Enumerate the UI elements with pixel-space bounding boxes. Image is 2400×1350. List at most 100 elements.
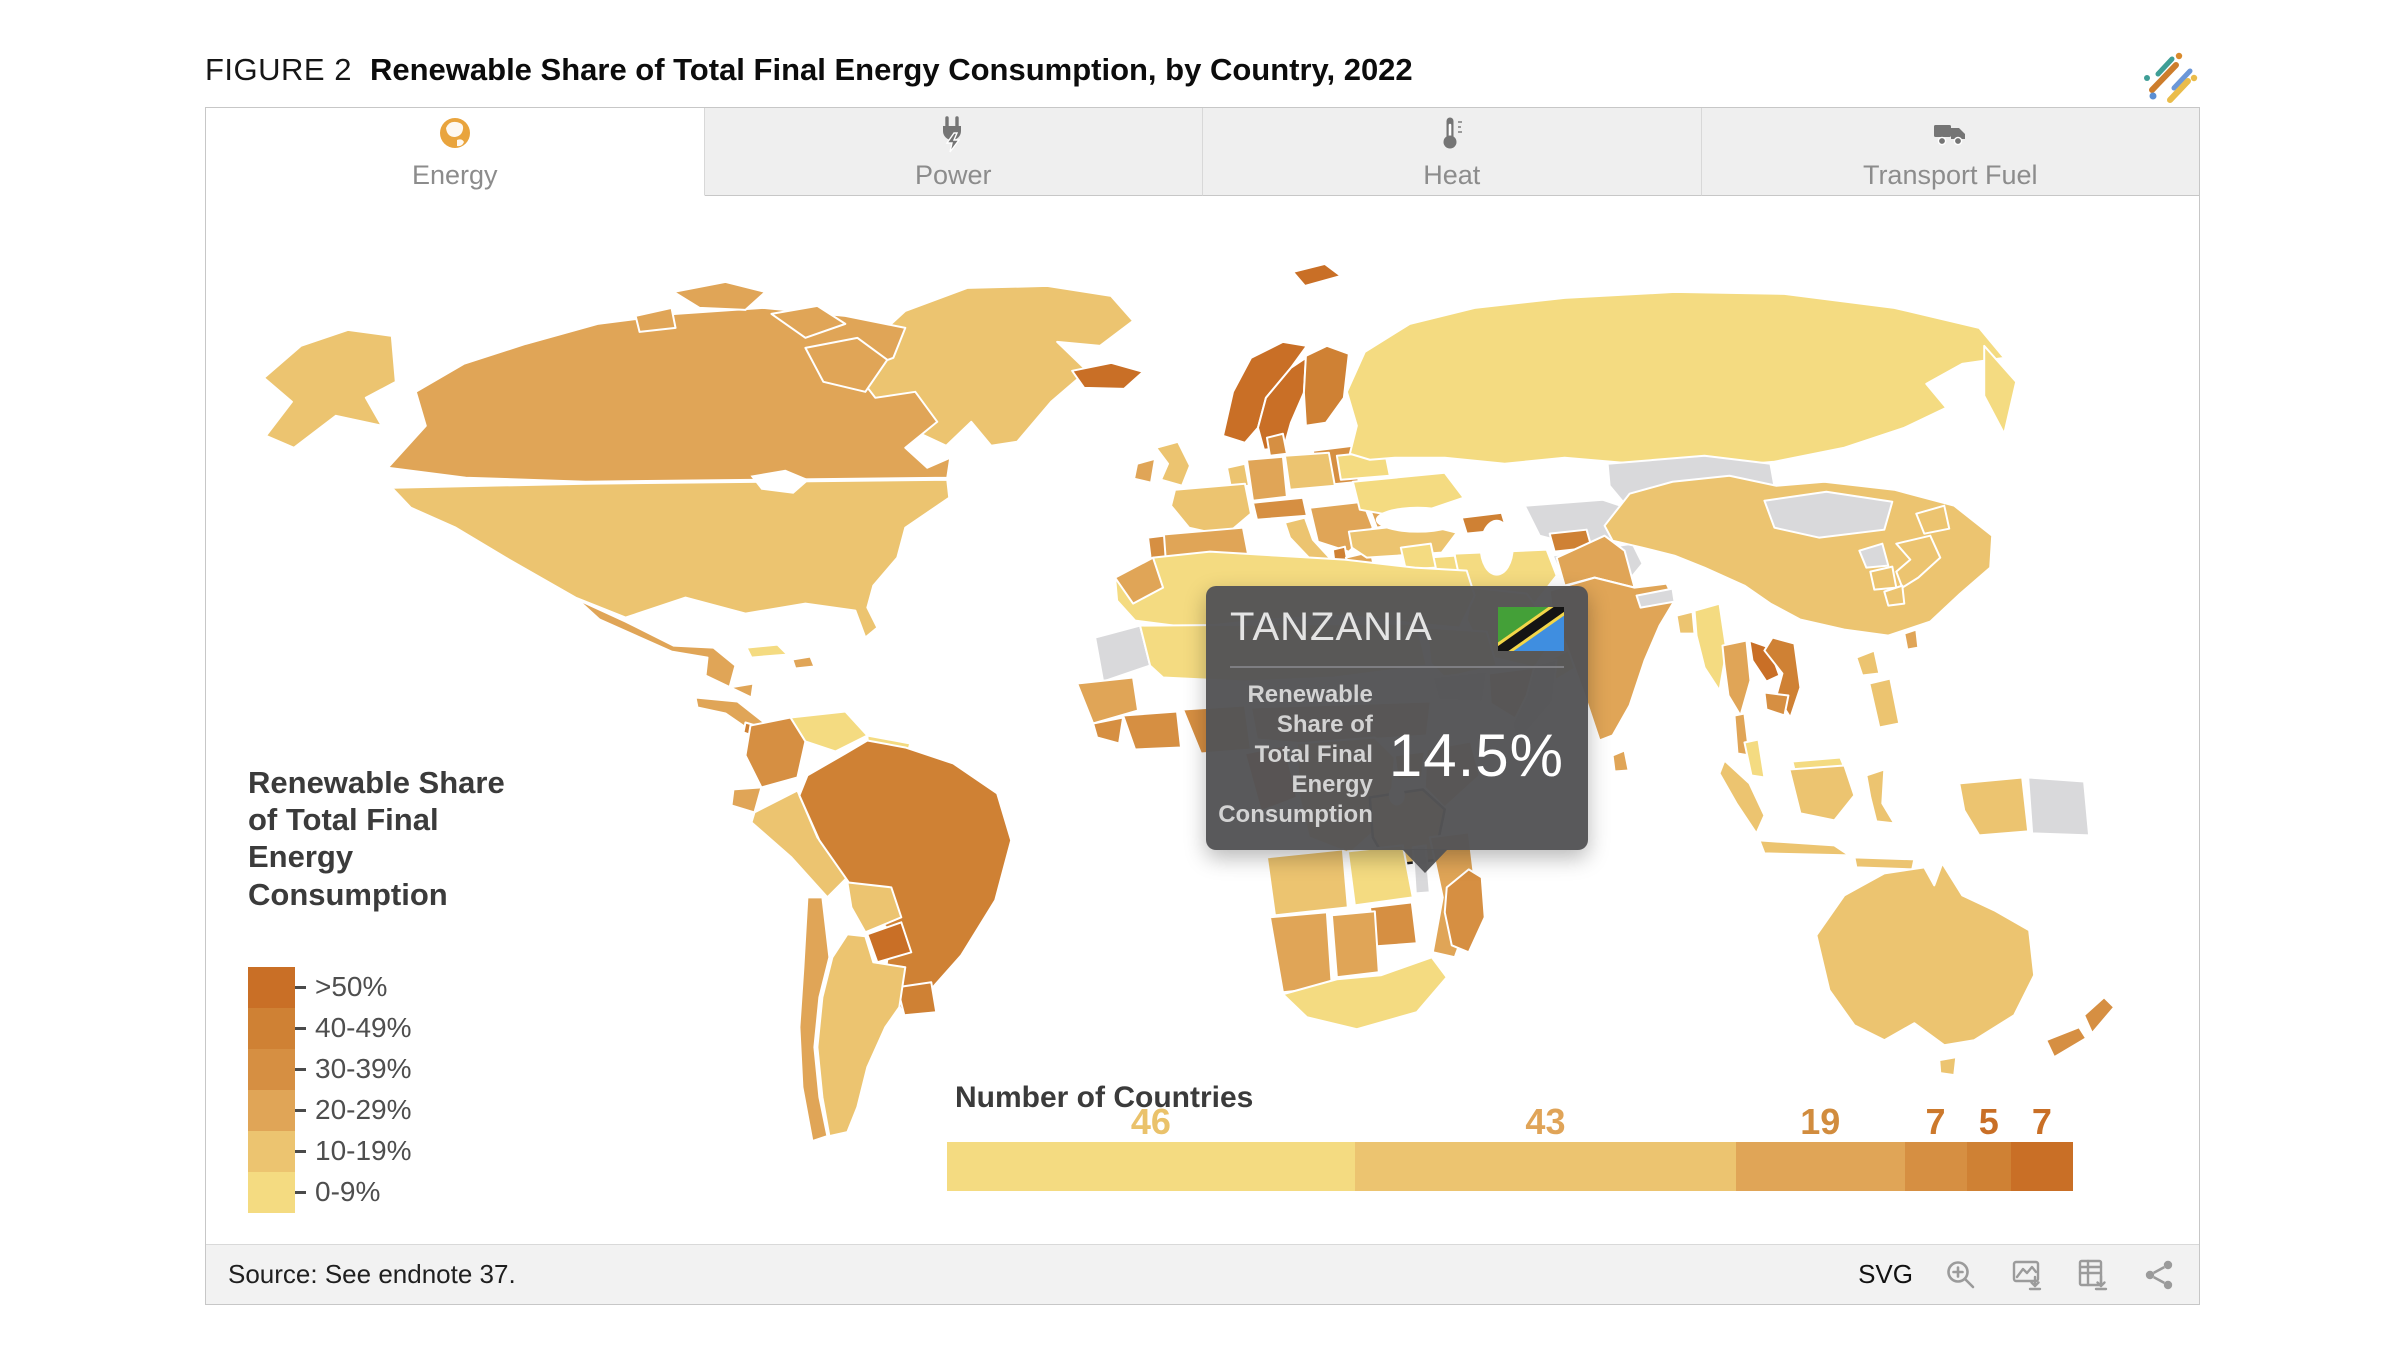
country-finland xyxy=(1302,344,1350,427)
country-uruguay xyxy=(896,981,938,1017)
country-indonesia xyxy=(1788,764,1856,822)
widget-footer: Source: See endnote 37. SVG xyxy=(206,1244,2199,1304)
bar-segment-0-9[interactable]: 46 xyxy=(947,1104,1355,1191)
legend-tick xyxy=(295,985,306,989)
tab-transport-fuel[interactable]: Transport Fuel xyxy=(1701,108,2199,196)
tooltip-value: 14.5% xyxy=(1388,721,1564,789)
thermometer-icon xyxy=(1443,117,1462,148)
country-paraguay xyxy=(866,921,913,964)
tab-label: Energy xyxy=(411,159,498,190)
tab-label: Power xyxy=(914,159,992,190)
bar-value: 43 xyxy=(1525,1101,1566,1142)
country-png xyxy=(2027,776,2091,837)
source-note: Source: See endnote 37. xyxy=(228,1259,516,1289)
tooltip-metric-label: Renewable Share of Total Final Energy Co… xyxy=(1218,681,1373,828)
country-uk xyxy=(1155,440,1192,487)
legend-label: 40-49% xyxy=(315,1012,412,1044)
legend-row: 40-49% xyxy=(248,1007,568,1049)
legend-tick xyxy=(295,1149,306,1153)
tooltip-divider xyxy=(1230,666,1564,668)
country-canada xyxy=(386,306,952,483)
country-chile xyxy=(798,896,831,1143)
country-iceland xyxy=(1071,361,1145,390)
legend-label: >50% xyxy=(315,971,388,1003)
map-tooltip: TANZANIA Renewable Share of Total Final … xyxy=(1206,586,1588,873)
legend-swatch xyxy=(248,1089,295,1131)
country-madagascar xyxy=(1443,868,1486,954)
bar-value: 7 xyxy=(2031,1101,2052,1142)
legend-tick xyxy=(295,1190,306,1194)
country-norway xyxy=(1221,340,1308,444)
legend-swatch xyxy=(248,1007,295,1049)
country-alaska xyxy=(262,328,397,449)
choropleth-map-area[interactable]: Renewable Share of Total Final Energy Co… xyxy=(206,196,2199,1244)
country-south-africa xyxy=(1281,956,1448,1031)
plug-icon xyxy=(943,115,962,152)
legend-row: 20-29% xyxy=(248,1089,568,1131)
legend-title: Renewable Share of Total Final Energy Co… xyxy=(248,765,505,912)
legend-swatch xyxy=(248,1130,295,1172)
bar-track[interactable]: 46 43 19 7 5 7 xyxy=(947,1104,2073,1191)
legend-row: 30-39% xyxy=(248,1048,568,1090)
country-japan xyxy=(1915,504,1951,535)
tanzania-flag-icon xyxy=(1498,607,1564,651)
country-germany xyxy=(1245,455,1288,502)
tab-label: Heat xyxy=(1423,159,1481,190)
legend-label: 30-39% xyxy=(315,1053,412,1085)
truck-icon xyxy=(1934,124,1966,145)
country-new-zealand xyxy=(2083,996,2116,1035)
legend-row: >50% xyxy=(248,966,568,1008)
legend-tick xyxy=(295,1108,306,1112)
bar-value: 46 xyxy=(1130,1101,1171,1142)
country-ukraine xyxy=(1351,471,1465,519)
country-angola xyxy=(1265,848,1349,917)
bar-title: Number of Countries xyxy=(955,1081,1254,1114)
country-australia xyxy=(1815,862,2036,1047)
bar-segment-gt50[interactable]: 7 xyxy=(2010,1104,2073,1191)
table-download-icon[interactable] xyxy=(2075,1257,2111,1293)
tab-power[interactable]: Power xyxy=(704,108,1203,196)
globe-icon xyxy=(439,117,470,148)
country-argentina xyxy=(816,933,907,1138)
legend-swatch xyxy=(248,1048,295,1090)
tab-energy[interactable]: Energy xyxy=(206,108,705,196)
country-brazil xyxy=(798,739,1013,1012)
tooltip-country-name: TANZANIA xyxy=(1230,605,1433,649)
bar-segment-10-19[interactable]: 43 xyxy=(1354,1104,1737,1191)
country-colombia xyxy=(744,716,807,789)
bar-segment-30-39[interactable]: 7 xyxy=(1904,1104,1967,1191)
map-legend: Renewable Share of Total Final Energy Co… xyxy=(248,764,568,1213)
country-mexico xyxy=(576,598,755,699)
page-title: Renewable Share of Total Final Energy Co… xyxy=(369,52,1413,87)
bar-segment-20-29[interactable]: 19 xyxy=(1736,1104,1905,1191)
bar-segment-40-49[interactable]: 5 xyxy=(1966,1104,2011,1191)
bar-value: 7 xyxy=(1925,1101,1946,1142)
export-toolbar: SVG xyxy=(1858,1257,2177,1293)
country-myanmar xyxy=(1693,602,1728,692)
svg-export-label[interactable]: SVG xyxy=(1858,1259,1913,1289)
figure-widget: Energy Power Heat xyxy=(205,107,2200,1305)
country-thailand xyxy=(1721,639,1752,717)
legend-tick xyxy=(295,1026,306,1030)
figure-label: FIGURE 2 xyxy=(205,52,352,87)
legend-label: 10-19% xyxy=(315,1135,412,1167)
bar-value: 19 xyxy=(1800,1101,1841,1142)
legend-swatch xyxy=(248,1171,295,1213)
brand-logo-icon xyxy=(2144,52,2198,103)
legend-tick xyxy=(295,1067,306,1071)
legend-label: 0-9% xyxy=(315,1176,381,1208)
country-usa xyxy=(390,478,951,639)
zoom-in-icon[interactable] xyxy=(1943,1257,1979,1293)
figure-header: FIGURE 2 Renewable Share of Total Final … xyxy=(205,52,1413,88)
country-philippines xyxy=(1868,677,1901,729)
legend-scale: >50% 40-49% 30-39% 20-29% xyxy=(248,966,568,1213)
image-download-icon[interactable] xyxy=(2009,1257,2045,1293)
tooltip-header: TANZANIA xyxy=(1230,602,1564,652)
tab-heat[interactable]: Heat xyxy=(1203,108,1702,196)
country-russia xyxy=(1345,290,2006,469)
tab-bar: Energy Power Heat xyxy=(206,108,2199,196)
bar-value: 5 xyxy=(1978,1101,1999,1142)
legend-swatch xyxy=(248,966,295,1008)
country-count-bar: Number of Countries 46 43 19 7 5 7 xyxy=(947,1081,2073,1191)
share-icon[interactable] xyxy=(2141,1257,2177,1293)
